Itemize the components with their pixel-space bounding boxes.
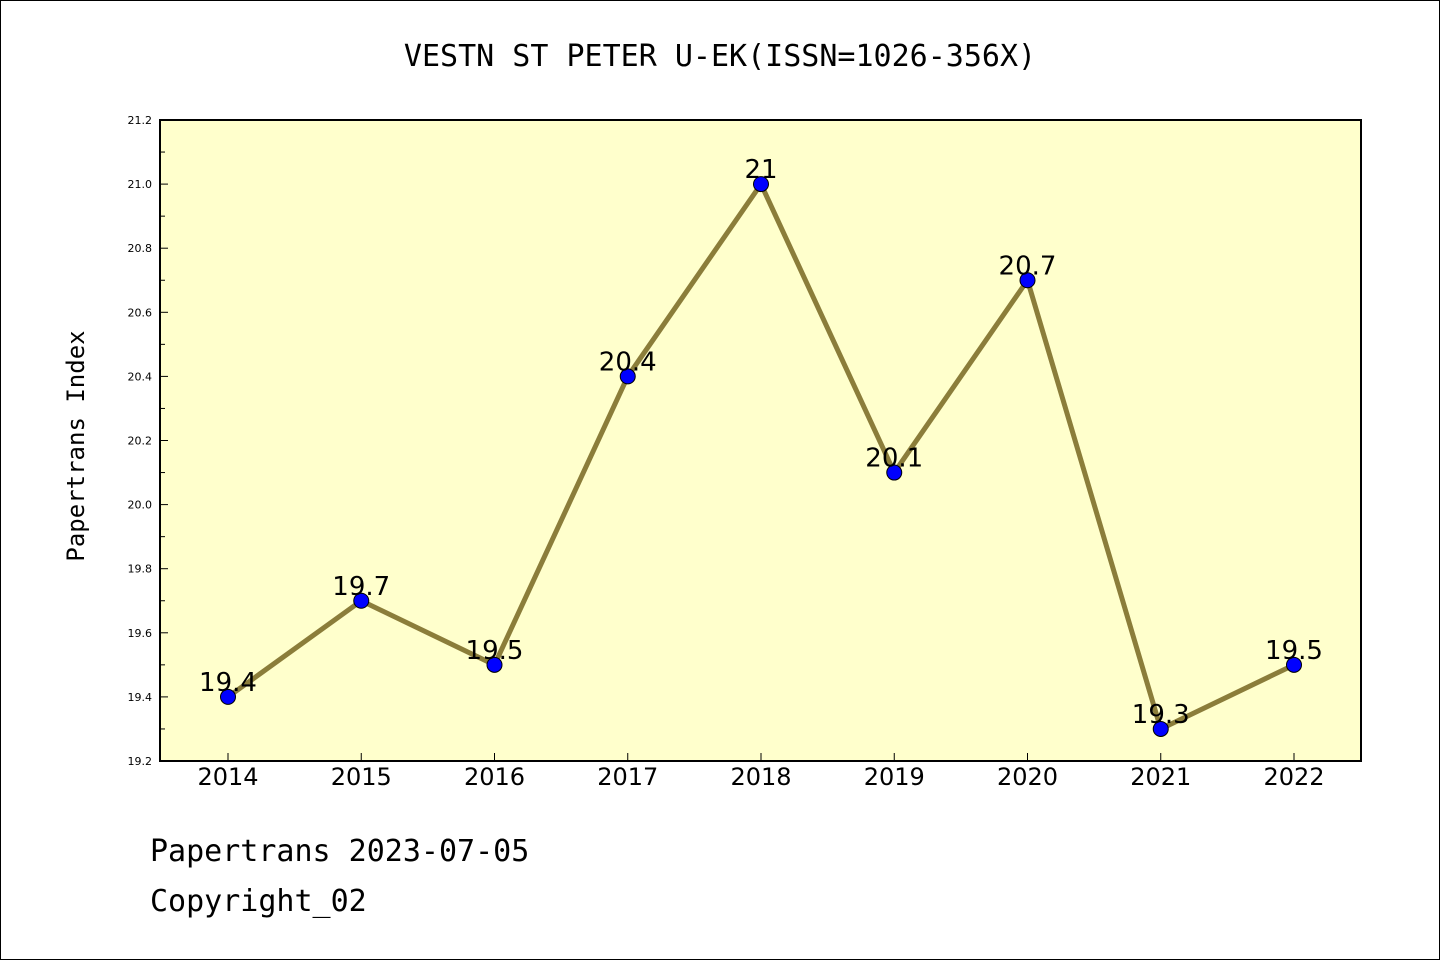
y-tick-label: 20.8 [128,242,153,255]
x-tick-label: 2020 [997,763,1058,791]
data-point [1019,272,1036,289]
data-label: 20.1 [865,444,923,474]
y-axis-label: Papertrans Index [62,330,90,561]
footer-date: Papertrans 2023-07-05 [150,834,530,869]
x-axis: 2014 2015 2016 2017 2018 2019 2020 2021 2022 [197,753,1325,791]
y-tick-label: 19.4 [128,691,153,704]
data-point [353,592,370,609]
x-tick-label: 2016 [464,763,525,791]
plot-area [159,119,1362,762]
x-tick-label: 2015 [331,763,392,791]
data-point [1286,656,1302,673]
data-point [486,656,503,673]
y-axis: 19.2 19.4 19.6 19.8 20.0 20.2 20.4 20.6 20.8 21.0… [128,114,168,768]
data-point [886,464,903,481]
data-label: 20.7 [999,251,1057,281]
x-tick-label: 2018 [730,763,791,791]
data-point [753,176,769,193]
footer-copyright: Copyright_02 [150,884,367,919]
data-point [220,688,236,705]
data-point [619,368,636,385]
data-label: 19.3 [1132,700,1190,730]
data-label: 20.4 [599,347,657,377]
data-label: 19.5 [1265,636,1323,666]
data-point [1152,720,1169,737]
x-tick-label: 2022 [1263,763,1324,791]
y-tick-label: 20.6 [128,306,153,319]
data-label: 21 [744,155,777,185]
x-tick-label: 2014 [197,763,258,791]
y-tick-label: 20.0 [128,499,153,512]
y-tick-label: 19.2 [128,755,153,768]
data-label-layer: 19.4 19.7 19.5 20.4 21 20.1 20.7 19.3 19.5 [199,155,1323,730]
series-layer [220,176,1302,737]
y-tick-label: 20.4 [128,370,153,383]
chart-title: VESTN ST PETER U-EK(ISSN=1026-356X) [404,39,1036,74]
data-label: 19.7 [332,572,390,602]
y-tick-label: 19.8 [128,563,153,576]
data-label: 19.5 [466,636,524,666]
y-tick-label: 19.6 [128,627,153,640]
x-tick-label: 2017 [597,763,658,791]
y-tick-label: 20.2 [128,435,153,448]
x-tick-label: 2021 [1130,763,1191,791]
y-tick-label: 21.0 [128,178,153,191]
x-tick-label: 2019 [864,763,925,791]
y-tick-label: 21.2 [128,114,153,127]
data-label: 19.4 [199,668,257,698]
